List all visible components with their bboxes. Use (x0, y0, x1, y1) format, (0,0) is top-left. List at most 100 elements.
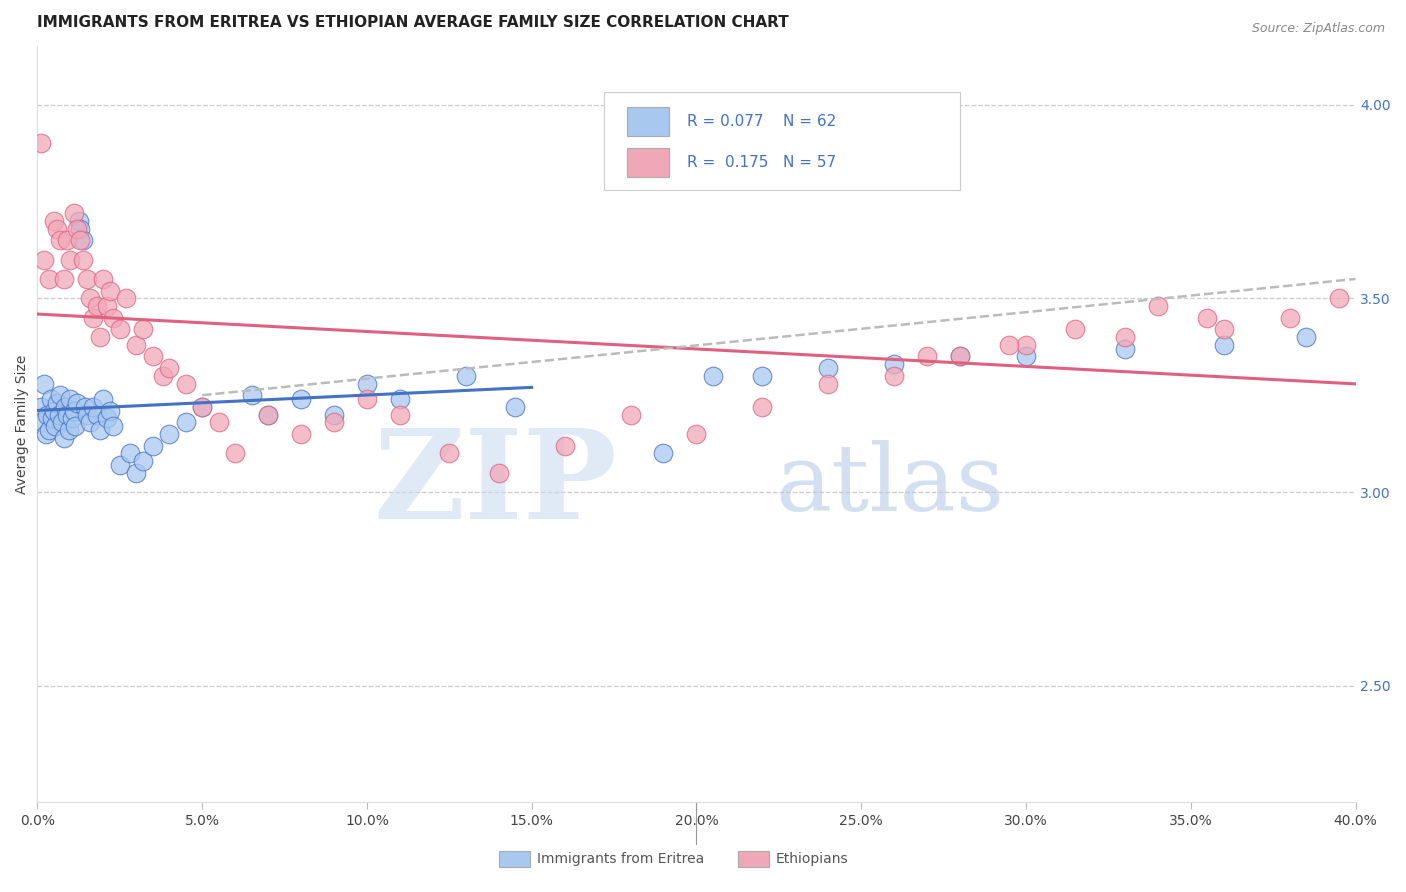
Point (883, 368, 905, 383)
Point (34, 427, 56, 442)
Point (388, 408, 411, 422)
Point (51, 415, 73, 429)
Point (42, 403, 65, 417)
Point (125, 466, 148, 480)
Point (1212, 338, 1234, 352)
Point (53, 400, 76, 414)
Bar (627, 107, 669, 136)
Point (46, 396, 69, 410)
Point (44, 419, 66, 434)
Point (998, 338, 1021, 352)
Point (503, 400, 526, 414)
Point (257, 408, 280, 422)
Point (58, 423, 80, 437)
Point (702, 368, 724, 383)
Point (79, 291, 101, 305)
Text: R =  0.175   N = 57: R = 0.175 N = 57 (688, 155, 837, 170)
Point (125, 338, 148, 352)
Point (949, 350, 972, 364)
Point (49, 233, 72, 247)
Point (91, 392, 114, 406)
Point (41, 411, 63, 425)
Point (817, 376, 839, 391)
Point (224, 446, 246, 460)
Point (132, 322, 155, 336)
Point (72, 233, 94, 247)
Point (152, 368, 174, 383)
Point (1015, 350, 1038, 364)
Point (98, 284, 121, 298)
Point (1278, 310, 1301, 325)
Point (1197, 310, 1219, 325)
Point (49, 388, 72, 402)
Text: atlas: atlas (776, 440, 1005, 530)
Point (32, 252, 55, 267)
Point (949, 350, 972, 364)
Point (31, 415, 53, 429)
Point (652, 446, 675, 460)
Point (240, 388, 263, 402)
Point (69, 221, 91, 235)
Point (108, 458, 131, 472)
Point (79, 415, 101, 429)
Point (356, 392, 378, 406)
FancyBboxPatch shape (605, 92, 960, 190)
Point (52, 272, 75, 286)
Point (157, 427, 180, 442)
Point (60, 411, 83, 425)
Point (38, 423, 60, 437)
Point (86, 299, 108, 313)
Point (751, 400, 773, 414)
Point (39, 392, 62, 406)
Point (76, 408, 98, 422)
Text: Immigrants from Eritrea: Immigrants from Eritrea (537, 852, 704, 866)
Point (157, 361, 180, 376)
Point (322, 408, 344, 422)
Text: Ethiopians: Ethiopians (776, 852, 849, 866)
Text: ZIP: ZIP (374, 425, 617, 545)
Text: R = 0.077    N = 62: R = 0.077 N = 62 (688, 114, 837, 129)
Point (42, 214, 65, 228)
Text: Source: ZipAtlas.com: Source: ZipAtlas.com (1251, 22, 1385, 36)
Point (72, 252, 94, 267)
Point (118, 446, 141, 460)
Point (32, 376, 55, 391)
Point (207, 415, 229, 429)
Point (174, 376, 197, 391)
Point (91, 272, 114, 286)
Point (554, 439, 576, 453)
Point (59, 252, 82, 267)
Point (52, 431, 75, 445)
Point (56, 233, 79, 247)
Point (65, 419, 87, 434)
Y-axis label: Average Family Size: Average Family Size (15, 355, 30, 494)
Point (86, 408, 108, 422)
Point (1015, 338, 1038, 352)
Point (30, 400, 52, 414)
Point (174, 415, 197, 429)
Point (66, 221, 89, 235)
Point (69, 233, 91, 247)
Point (915, 350, 938, 364)
Point (115, 291, 138, 305)
Point (619, 408, 641, 422)
Point (817, 361, 839, 376)
Point (62, 403, 84, 417)
Point (66, 396, 89, 410)
Point (191, 400, 214, 414)
Point (132, 454, 155, 468)
Point (30, 136, 52, 151)
Point (56, 408, 79, 422)
Point (1114, 330, 1136, 344)
Point (96, 299, 118, 313)
Point (96, 411, 118, 425)
Point (454, 368, 477, 383)
Point (439, 446, 461, 460)
Point (883, 357, 905, 371)
Point (290, 427, 312, 442)
Point (685, 427, 707, 442)
Point (46, 221, 69, 235)
Point (290, 392, 312, 406)
Point (89, 330, 111, 344)
Point (108, 322, 131, 336)
